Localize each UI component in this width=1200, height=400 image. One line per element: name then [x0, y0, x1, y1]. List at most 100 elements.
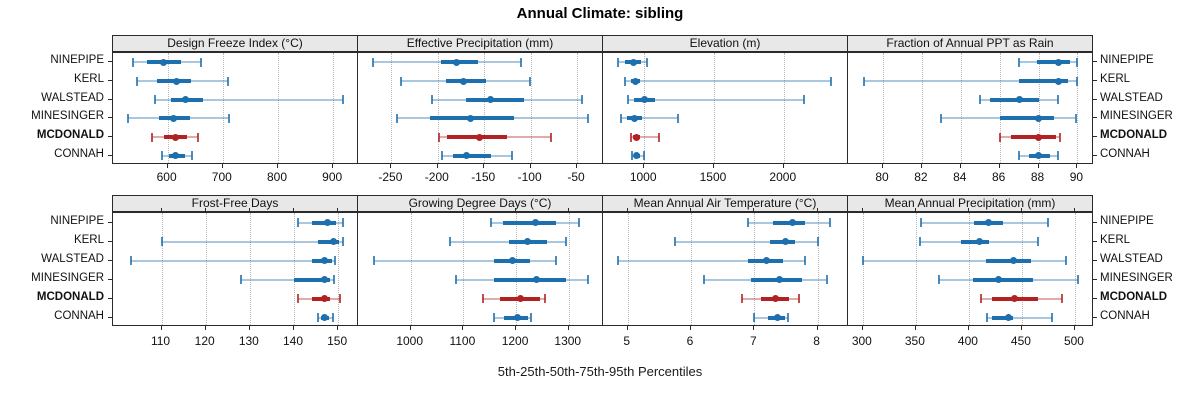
iqr-box	[503, 220, 557, 225]
axis-tick	[515, 326, 517, 330]
iqr-box	[293, 277, 331, 282]
axis-tick-label: 800	[266, 170, 287, 184]
site-label: WALSTEAD	[41, 252, 104, 265]
whisker-cap	[1058, 132, 1061, 142]
grid-line	[167, 53, 169, 163]
iqr-box	[961, 239, 990, 244]
whisker-cap	[129, 256, 132, 265]
row-tick	[108, 136, 112, 137]
whisker-cap	[555, 256, 558, 265]
whisker-cap	[331, 313, 334, 322]
panel-header: Mean Annual Precipitation (mm)	[847, 195, 1093, 212]
whisker-cap	[577, 218, 580, 227]
whisker-cap	[191, 151, 194, 161]
whisker-cap	[395, 113, 398, 123]
whisker-cap	[920, 218, 923, 227]
median-dot	[1015, 96, 1023, 104]
axis-tick	[248, 208, 250, 212]
whisker-cap	[132, 57, 135, 67]
axis-tick	[160, 326, 162, 330]
median-dot	[1035, 133, 1043, 141]
iqr-box	[1019, 79, 1068, 83]
site-label: MINESINGER	[31, 110, 104, 123]
site-label: NINEPIPE	[1100, 54, 1154, 67]
whisker-cap	[550, 132, 553, 142]
iqr-box	[493, 277, 566, 282]
whisker-cap	[240, 275, 243, 284]
axis-tick	[436, 164, 438, 168]
whisker-cap	[1061, 294, 1064, 303]
median-dot	[1054, 77, 1062, 85]
median-dot	[633, 133, 641, 141]
site-label: CONNAH	[54, 309, 104, 322]
whisker-cap	[861, 256, 864, 265]
grid-line	[1074, 213, 1076, 325]
site-label: KERL	[1100, 233, 1131, 246]
whisker-cap	[580, 95, 583, 105]
site-label: MINESINGER	[31, 271, 104, 284]
whisker-cap	[431, 95, 434, 105]
grid-line	[222, 53, 224, 163]
axis-tick-label: 5	[623, 334, 631, 348]
grid-line	[437, 53, 439, 163]
axis-tick	[643, 164, 645, 168]
whisker-line	[863, 80, 1078, 82]
median-dot	[1035, 114, 1043, 122]
panel-header: Effective Precipitation (mm)	[357, 35, 603, 52]
whisker-cap	[481, 294, 484, 303]
axis-tick-label: 130	[238, 334, 259, 348]
axis-tick	[882, 164, 883, 168]
axis-tick-label: -50	[567, 170, 585, 184]
grid-line	[968, 213, 970, 325]
axis-tick	[914, 326, 916, 330]
axis-tick	[689, 208, 691, 212]
whisker-cap	[740, 294, 743, 303]
median-dot	[172, 77, 180, 85]
axis-tick	[920, 164, 922, 168]
median-dot	[321, 314, 329, 321]
median-dot	[514, 314, 522, 321]
whisker-cap	[1077, 275, 1080, 284]
grid-line	[249, 213, 251, 325]
axis-tick	[292, 326, 294, 330]
panel-header: Elevation (m)	[602, 35, 848, 52]
axis-tick-label: -200	[424, 170, 449, 184]
whisker-cap	[228, 113, 231, 123]
site-label: MINESINGER	[1100, 110, 1173, 123]
row-tick	[1093, 98, 1097, 100]
whisker-cap	[624, 76, 627, 86]
whisker-line	[161, 240, 343, 243]
axis-tick-label: 7	[749, 334, 757, 348]
median-dot	[466, 114, 474, 122]
whisker-cap	[826, 275, 829, 284]
axis-tick	[1076, 164, 1078, 168]
grid-line	[817, 213, 819, 325]
axis-tick	[626, 326, 628, 330]
row-tick	[1093, 154, 1097, 156]
grid-line	[713, 53, 715, 163]
grid-line	[205, 213, 207, 325]
site-label: MCDONALD	[36, 290, 104, 303]
whisker-line	[631, 136, 659, 138]
whisker-line	[618, 259, 805, 262]
axis-tick-label: 8	[813, 334, 820, 348]
panel-header: Growing Degree Days (°C)	[357, 195, 603, 212]
iqr-box	[999, 116, 1055, 121]
panel	[357, 212, 603, 326]
grid-line	[410, 213, 412, 325]
axis-tick-label: 1300	[554, 334, 582, 348]
median-dot	[771, 295, 779, 302]
grid-line	[862, 213, 864, 325]
row-tick	[108, 297, 112, 299]
grid-line	[690, 213, 692, 325]
whisker-line	[621, 117, 679, 120]
row-tick	[108, 154, 112, 156]
grid-line	[161, 213, 163, 325]
median-dot	[984, 219, 992, 226]
median-dot	[330, 238, 338, 245]
row-tick	[1093, 80, 1097, 81]
whisker-cap	[620, 113, 623, 123]
whisker-line	[155, 98, 344, 101]
median-dot	[460, 77, 468, 85]
axis-tick	[861, 208, 863, 212]
